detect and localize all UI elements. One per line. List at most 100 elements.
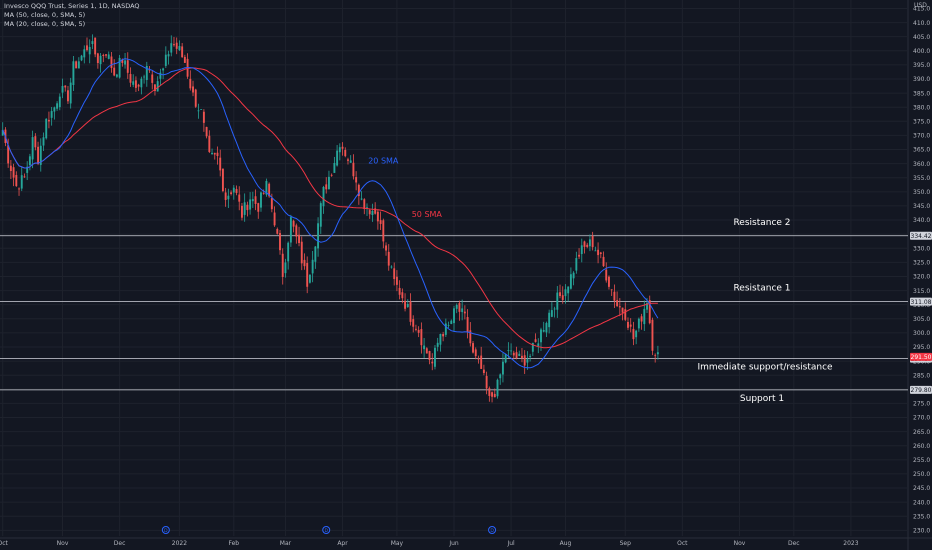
candle-body xyxy=(198,110,200,111)
x-tick-label: Dec xyxy=(788,540,800,547)
candle-body xyxy=(434,348,436,367)
candle-body xyxy=(138,85,140,87)
candle-body xyxy=(393,268,395,279)
candle-body xyxy=(290,217,292,242)
candle-body xyxy=(388,252,390,266)
last-price-text: 291.50 xyxy=(911,354,932,361)
y-tick-label: 340.0 xyxy=(913,217,930,224)
candle-body xyxy=(420,329,422,345)
candle-body xyxy=(18,189,20,190)
candle-body xyxy=(399,288,401,295)
candle-body xyxy=(622,308,624,313)
candle-body xyxy=(333,163,335,173)
candle-body xyxy=(551,310,553,317)
candle-body xyxy=(624,309,626,320)
x-tick-label: 2023 xyxy=(843,540,858,547)
currency-label: USD xyxy=(914,2,927,9)
level-label: Resistance 2 xyxy=(733,218,790,228)
y-tick-label: 315.0 xyxy=(913,288,930,295)
candle-body xyxy=(62,86,64,93)
candle-body xyxy=(350,160,352,162)
x-tick-label: Aug xyxy=(560,540,572,547)
candle-body xyxy=(53,107,55,111)
candle-body xyxy=(306,263,308,287)
price-axis[interactable]: 230.0 235.0 240.0 245.0 250.0 255.0 260.0 265.0… xyxy=(910,2,932,535)
candle-body xyxy=(518,354,520,356)
y-tick-label: 370.0 xyxy=(913,133,930,140)
y-tick-label: 355.0 xyxy=(913,175,930,182)
y-tick-label: 325.0 xyxy=(913,260,930,267)
candle-body xyxy=(86,45,88,50)
candle-body xyxy=(407,304,409,307)
y-tick-label: 400.0 xyxy=(913,48,930,55)
candle-body xyxy=(391,267,393,268)
y-tick-label: 270.0 xyxy=(913,415,930,422)
candle-body xyxy=(540,329,542,342)
level-label: Resistance 1 xyxy=(733,284,790,294)
candle-body xyxy=(244,202,246,215)
candle-body xyxy=(594,250,596,251)
y-tick-label: 275.0 xyxy=(913,401,930,408)
y-tick-label: 240.0 xyxy=(913,499,930,506)
candle-body xyxy=(214,153,216,155)
candle-body xyxy=(309,275,311,283)
candle-body xyxy=(203,112,205,123)
candle-body xyxy=(589,239,591,246)
candle-body xyxy=(222,169,224,191)
candle-body xyxy=(75,61,77,68)
candle-body xyxy=(304,260,306,266)
candle-body xyxy=(236,189,238,193)
candle-body xyxy=(10,166,12,171)
y-tick-label: 360.0 xyxy=(913,161,930,168)
candle-body xyxy=(641,316,643,321)
candle-body xyxy=(458,303,460,312)
candle-body xyxy=(295,225,297,236)
y-tick-label: 330.0 xyxy=(913,245,930,252)
candle-body xyxy=(410,302,412,322)
candle-body xyxy=(486,376,488,388)
candle-body xyxy=(249,199,251,209)
candle-body xyxy=(132,81,134,85)
sma20-line xyxy=(3,59,658,368)
candle-body xyxy=(89,47,91,54)
candle-body xyxy=(652,320,654,351)
candle-body xyxy=(344,150,346,156)
candle-body xyxy=(246,205,248,210)
candle-body xyxy=(603,257,605,266)
candle-body xyxy=(521,356,523,358)
candle-body xyxy=(404,301,406,309)
ma-annotation: 20 SMA xyxy=(368,157,399,166)
candle-body xyxy=(467,317,469,332)
candle-body xyxy=(165,55,167,66)
candle-body xyxy=(206,127,208,136)
candle-body xyxy=(352,163,354,176)
x-tick-label: Nov xyxy=(57,540,69,547)
candle-body xyxy=(78,61,80,68)
candle-body xyxy=(507,350,509,351)
candle-body xyxy=(130,74,132,83)
candle-body xyxy=(445,323,447,334)
candle-body xyxy=(565,289,567,296)
candle-body xyxy=(233,188,235,193)
y-tick-label: 285.0 xyxy=(913,372,930,379)
candle-body xyxy=(570,274,572,288)
candle-body xyxy=(15,175,17,186)
candle-body xyxy=(554,309,556,310)
candle-body xyxy=(170,43,172,52)
y-tick-label: 405.0 xyxy=(913,34,930,41)
candle-body xyxy=(396,277,398,285)
candle-body xyxy=(225,192,227,199)
candle-body xyxy=(200,109,202,110)
y-tick-label: 320.0 xyxy=(913,274,930,281)
candle-body xyxy=(377,212,379,222)
candle-body xyxy=(323,187,325,206)
candle-body xyxy=(181,46,183,57)
candle-body xyxy=(298,235,300,243)
symbol-title: Invesco QQQ Trust, Series 1, 1D, NASDAQ xyxy=(4,2,140,10)
time-axis[interactable]: Oct Nov Dec 2022 Feb Mar Apr May Jun Jul Aug Sep Oct… xyxy=(0,540,859,547)
y-tick-label: 255.0 xyxy=(913,457,930,464)
candle-body xyxy=(423,346,425,350)
candle-body xyxy=(543,330,545,332)
